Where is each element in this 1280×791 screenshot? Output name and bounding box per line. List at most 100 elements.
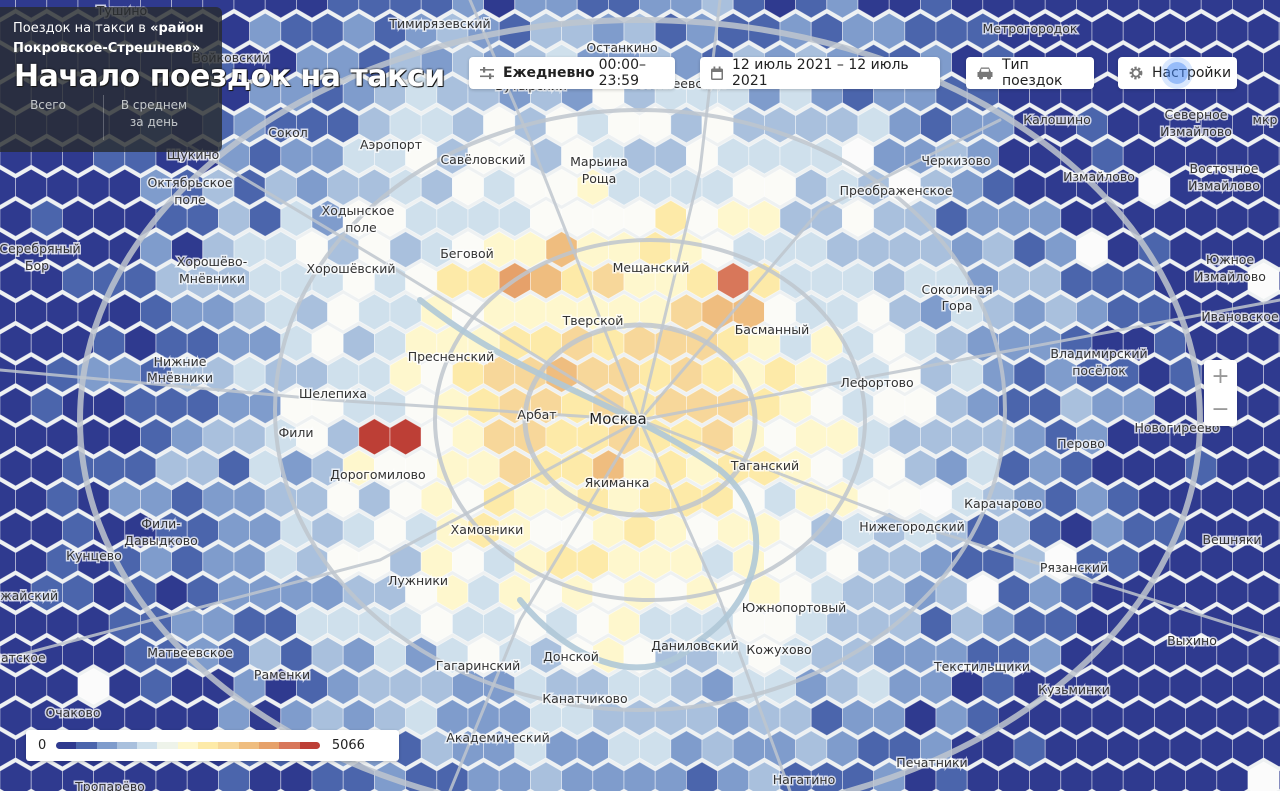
district-label: Тимирязевский [388, 16, 490, 31]
legend-swatch [198, 742, 219, 749]
district-label: Крылатское [0, 650, 46, 665]
hex-cell [1263, 43, 1280, 81]
district-label: Роща [582, 171, 617, 186]
hex-cell [1263, 605, 1280, 643]
city-label: Москва [589, 410, 646, 428]
period-button[interactable]: Ежедневно 00:00–23:59 [469, 57, 675, 89]
zoom-in-button[interactable]: + [1211, 364, 1230, 389]
district-label: Перово [1057, 436, 1105, 451]
district-label: Шелепиха [299, 386, 367, 401]
date-range-text: 12 июль 2021 – 12 июль 2021 [732, 57, 909, 89]
district-label: Беговой [440, 246, 494, 261]
district-label: Арбат [517, 407, 556, 422]
legend-swatch [96, 742, 117, 749]
district-label: Вешняки [1202, 532, 1261, 547]
district-label: Черкизово [921, 153, 990, 168]
district-label: Матвеевское [147, 645, 233, 660]
stat-divider [103, 95, 104, 140]
gear-icon [1129, 66, 1143, 80]
district-label: Нагатино [773, 772, 836, 787]
hex-cell [1263, 418, 1280, 456]
district-label: Кузьминки [1038, 682, 1110, 697]
zoom-control: + − [1204, 360, 1237, 426]
district-label: Текстильщики [933, 659, 1030, 674]
district-label: Даниловский [651, 638, 738, 653]
district-label: Хамовники [451, 522, 524, 537]
legend-swatch [299, 742, 320, 749]
district-label: Метрогородок [983, 21, 1078, 36]
district-label: Фили [279, 425, 314, 440]
info-subtitle: Поездок на такси в «район Покровское-Стр… [13, 19, 213, 59]
district-label: Мнёвники [179, 271, 245, 286]
settings-label: Настройки [1152, 65, 1232, 81]
legend-swatch [218, 742, 239, 749]
stat-total-label: Всего [30, 98, 66, 112]
legend-swatch [137, 742, 158, 749]
legend-max: 5066 [331, 738, 365, 753]
district-label: Хорошёво- [177, 254, 247, 269]
stat-average-label: В среднем за день [120, 98, 188, 129]
district-label: Можайский [0, 588, 58, 603]
district-label: Академический [446, 730, 549, 745]
district-label: Тверской [562, 313, 624, 328]
legend-gradient [56, 742, 320, 749]
district-label: поле [345, 220, 377, 235]
page-title: Начало поездок на такси [14, 59, 445, 94]
district-label: Ходынское [322, 203, 395, 218]
district-label: Калошино [1023, 112, 1091, 127]
district-label: Кунцево [66, 548, 122, 563]
district-label: Карачарово [964, 496, 1042, 511]
settings-button[interactable]: Настройки [1118, 57, 1237, 89]
trip-type-label: Тип поездок [1002, 57, 1063, 89]
district-label: Новогиреево [1134, 420, 1219, 435]
district-label: Южное [1206, 252, 1255, 267]
period-bold: Ежедневно [503, 65, 595, 81]
district-label: Владимирский [1050, 346, 1147, 361]
district-label: Выхино [1167, 633, 1217, 648]
district-label: Лефортово [840, 375, 913, 390]
hex-cell [1263, 106, 1280, 144]
district-label: Соколиная [921, 282, 992, 297]
car-icon [977, 67, 993, 80]
district-label: Измайлово [1063, 169, 1135, 184]
district-label: Раменки [254, 667, 310, 682]
legend-swatch [116, 742, 138, 749]
hex-cell [1263, 480, 1280, 518]
district-label: мкр [1253, 112, 1278, 127]
date-range-button[interactable]: 12 июль 2021 – 12 июль 2021 [700, 57, 940, 89]
district-label: Таганский [730, 458, 799, 473]
subtitle-district: «район Покровское-Стрешнево» [13, 21, 204, 56]
hex-cell [1263, 730, 1280, 768]
district-label: Якиманка [585, 475, 650, 490]
legend-swatch [238, 742, 259, 749]
district-label: Хорошёвский [307, 261, 396, 276]
hex-cell [1263, 543, 1280, 581]
legend-swatch [56, 742, 77, 749]
hex-cell [1263, 231, 1280, 269]
district-label: Марьина [570, 154, 628, 169]
district-label: Измайлово [1188, 178, 1260, 193]
district-label: Восточное [1190, 161, 1259, 176]
district-label: Ивановское [1201, 309, 1279, 324]
district-label: Рязанский [1040, 560, 1108, 575]
zoom-out-button[interactable]: − [1211, 397, 1230, 422]
district-label: Донской [543, 649, 599, 664]
district-label: Южнопортовый [742, 600, 847, 615]
district-label: Мнёвники [147, 370, 213, 385]
trip-type-button[interactable]: Тип поездок [966, 57, 1094, 89]
district-label: Преображенское [840, 183, 953, 198]
info-panel: Поездок на такси в «район Покровское-Стр… [0, 7, 445, 152]
calendar-icon [711, 66, 723, 80]
district-label: Савёловский [440, 152, 525, 167]
subtitle-prefix: Поездок на такси в [13, 21, 146, 36]
district-label: Пресненский [408, 349, 495, 364]
district-label: Бор [25, 258, 49, 273]
legend-min: 0 [38, 738, 47, 753]
district-label: Кожухово [746, 642, 811, 657]
district-label: Гагаринский [436, 658, 520, 673]
district-label: Давыдково [124, 533, 198, 548]
district-label: Нижние [154, 354, 207, 369]
district-label: Серебряный [0, 241, 81, 256]
